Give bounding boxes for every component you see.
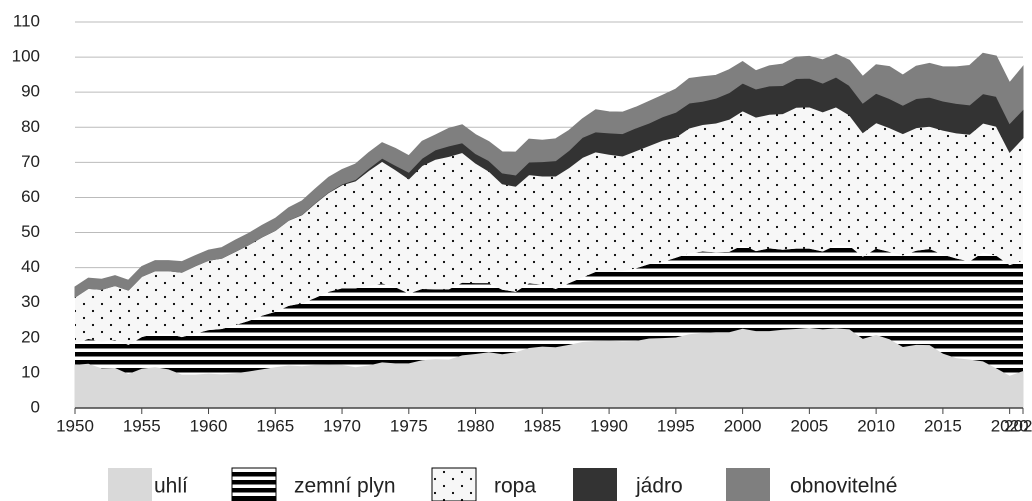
x-tick-label: 2010 (857, 416, 895, 435)
y-tick-label: 50 (21, 222, 40, 241)
legend-label: jádro (635, 475, 683, 498)
y-tick-label: 60 (21, 187, 40, 206)
x-tick-label: 1970 (323, 416, 361, 435)
legend-swatch (108, 468, 152, 501)
legend-swatch (726, 468, 770, 501)
x-tick-label: 1995 (657, 416, 695, 435)
y-tick-label: 30 (21, 292, 40, 311)
x-tick-label: 1990 (590, 416, 628, 435)
x-tick-label: 1980 (457, 416, 495, 435)
x-tick-label: 1950 (56, 416, 94, 435)
legend-swatch (573, 468, 617, 501)
y-tick-label: 90 (21, 82, 40, 101)
y-tick-label: 110 (13, 11, 40, 30)
x-tick-label: 1955 (123, 416, 161, 435)
x-tick-label: 2020 (991, 416, 1029, 435)
legend-label: ropa (494, 475, 536, 498)
y-tick-label: 0 (31, 397, 40, 416)
x-tick-label: 1965 (256, 416, 294, 435)
legend-label: zemní plyn (294, 475, 396, 498)
area (75, 245, 1023, 376)
y-tick-label: 100 (12, 47, 40, 66)
legend-label: uhlí (154, 475, 188, 498)
x-tick-label: 2000 (724, 416, 762, 435)
x-tick-label: 2021 (1004, 416, 1032, 435)
x-tick-label: 2005 (790, 416, 828, 435)
axes: 0 10 20 30 40 50 60 70 80 90 100 110 1950 1955 1960 196… (12, 11, 1032, 435)
y-tick-label: 40 (21, 257, 40, 276)
legend-swatch (231, 467, 277, 501)
area (75, 106, 1023, 345)
legend-swatch (431, 467, 477, 501)
x-tick-label: 1975 (390, 416, 428, 435)
area (74, 52, 1024, 299)
x-tick-label: 2015 (924, 416, 962, 435)
y-tick-label: 10 (21, 362, 40, 381)
y-tick-label: 80 (21, 117, 40, 136)
x-tick-label: 1985 (523, 416, 561, 435)
y-tick-label: 70 (21, 152, 40, 171)
x-tick-label: 1960 (190, 416, 228, 435)
legend: uhlí zemní plyn ropa jádro obnovitelné (108, 467, 897, 501)
y-tick-label: 20 (21, 327, 40, 346)
legend-label: obnovitelné (790, 475, 897, 498)
areas (74, 52, 1024, 409)
